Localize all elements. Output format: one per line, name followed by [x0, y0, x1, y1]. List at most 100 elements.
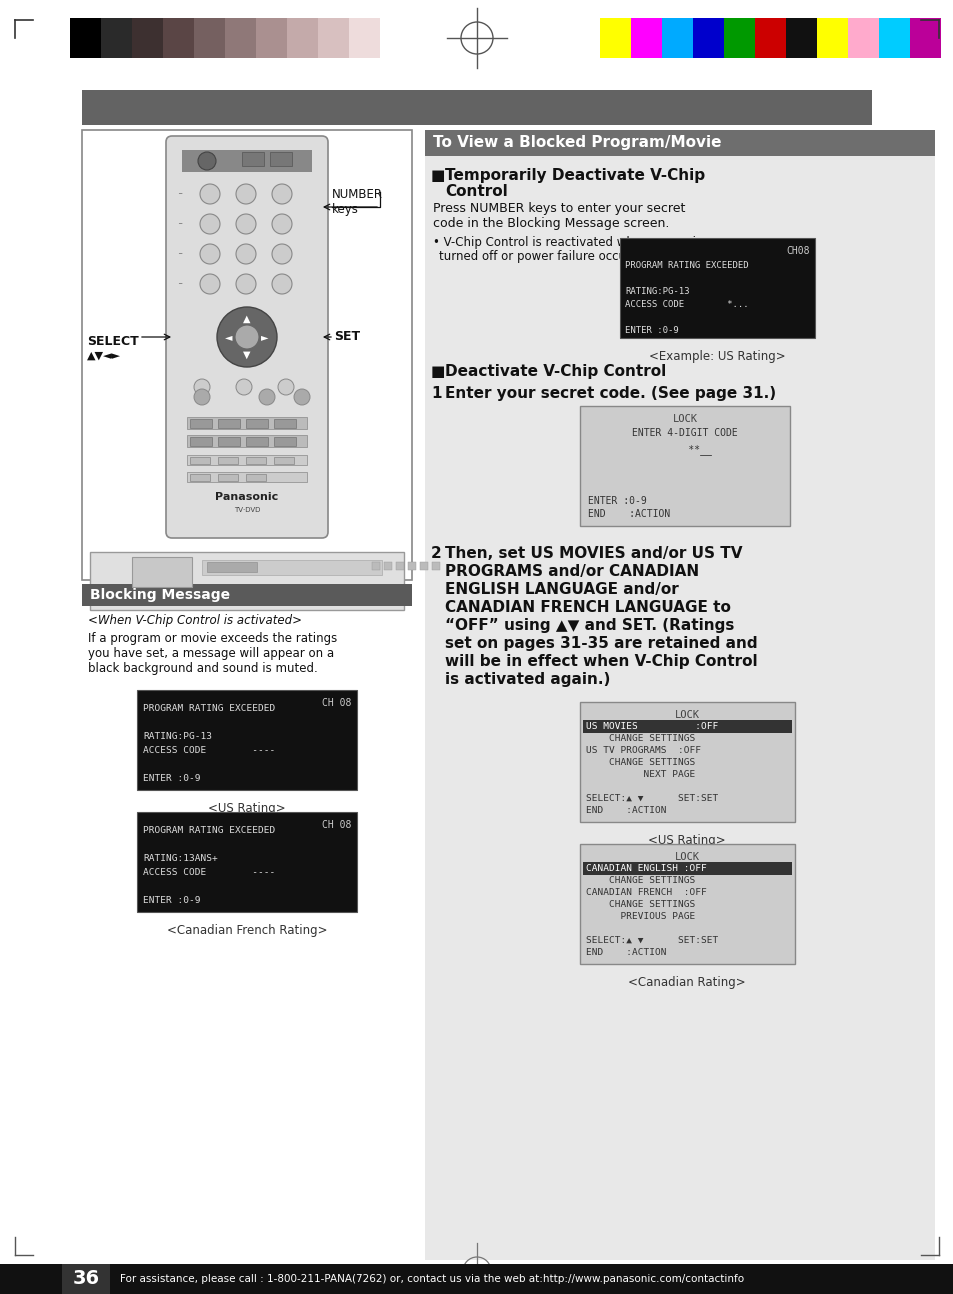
Bar [90, 553, 403, 609]
Circle shape [234, 325, 258, 349]
Bar [187, 435, 307, 446]
Text: CH 08: CH 08 [321, 697, 351, 708]
Text: <When V-Chip Control is activated>: <When V-Chip Control is activated> [88, 613, 302, 628]
Text: For assistance, please call : 1-800-211-PANA(7262) or, contact us via the web at: For assistance, please call : 1-800-211-… [120, 1275, 743, 1284]
Bar [878, 18, 909, 58]
Text: US TV PROGRAMS  :OFF: US TV PROGRAMS :OFF [585, 747, 700, 754]
Bar [190, 437, 212, 446]
Bar [424, 129, 934, 1260]
Bar [218, 457, 237, 465]
Bar [317, 18, 349, 58]
Bar [82, 129, 412, 580]
Text: <Example: US Rating>: <Example: US Rating> [648, 349, 784, 364]
Text: US MOVIES          :OFF: US MOVIES :OFF [585, 722, 718, 731]
Text: If a program or movie exceeds the ratings: If a program or movie exceeds the rating… [88, 631, 337, 644]
Circle shape [272, 274, 292, 294]
Circle shape [272, 214, 292, 234]
Bar [579, 406, 789, 525]
Circle shape [235, 245, 255, 264]
Text: ▲: ▲ [243, 314, 251, 324]
Text: END    :ACTION: END :ACTION [585, 806, 666, 815]
Bar [599, 18, 630, 58]
Text: “OFF” using ▲▼ and SET. (Ratings: “OFF” using ▲▼ and SET. (Ratings [444, 619, 734, 633]
Text: LOCK: LOCK [674, 851, 699, 862]
Text: NUMBER
keys: NUMBER keys [332, 188, 382, 216]
Text: Control: Control [444, 184, 507, 199]
Circle shape [235, 379, 252, 395]
Bar [246, 437, 268, 446]
Text: ENTER 4-DIGIT CODE: ENTER 4-DIGIT CODE [632, 428, 737, 437]
Text: black background and sound is muted.: black background and sound is muted. [88, 663, 317, 675]
Text: CH08: CH08 [785, 246, 809, 256]
Circle shape [200, 214, 220, 234]
Bar [661, 18, 692, 58]
Text: ◄: ◄ [225, 333, 233, 342]
Circle shape [200, 274, 220, 294]
Bar [187, 472, 307, 481]
Bar [190, 474, 210, 481]
Bar [218, 419, 240, 428]
Bar [909, 18, 940, 58]
Text: Press NUMBER keys to enter your secret: Press NUMBER keys to enter your secret [433, 202, 684, 215]
Bar [582, 719, 791, 732]
Text: ─: ─ [178, 192, 181, 197]
Text: CANADIAN FRENCH LANGUAGE to: CANADIAN FRENCH LANGUAGE to [444, 600, 730, 615]
Bar [692, 18, 723, 58]
Bar [242, 151, 264, 166]
Bar [379, 18, 411, 58]
Circle shape [200, 184, 220, 204]
Text: LOCK: LOCK [674, 710, 699, 719]
Text: RATING:PG-13: RATING:PG-13 [143, 732, 212, 741]
Circle shape [198, 151, 215, 170]
Bar [225, 18, 255, 58]
Text: <Canadian Rating>: <Canadian Rating> [627, 976, 745, 989]
Bar [82, 584, 412, 606]
Text: END    :ACTION: END :ACTION [587, 509, 670, 519]
Bar [408, 562, 416, 569]
Bar [190, 457, 210, 465]
Text: ▲▼◄►: ▲▼◄► [87, 351, 121, 361]
Text: • V-Chip Control is reactivated when power is: • V-Chip Control is reactivated when pow… [433, 236, 701, 248]
Text: PROGRAMS and/or CANADIAN: PROGRAMS and/or CANADIAN [444, 564, 699, 578]
Bar [847, 18, 878, 58]
Bar [137, 813, 356, 912]
Bar [255, 18, 287, 58]
Bar [246, 474, 266, 481]
Text: ENTER :0-9: ENTER :0-9 [624, 326, 678, 335]
Text: PREVIOUS PAGE: PREVIOUS PAGE [585, 912, 695, 921]
Text: SELECT:▲ ▼      SET:SET: SELECT:▲ ▼ SET:SET [585, 936, 718, 945]
Circle shape [235, 274, 255, 294]
Bar [132, 18, 163, 58]
Circle shape [235, 184, 255, 204]
Text: Deactivate V-Chip Control: Deactivate V-Chip Control [444, 364, 665, 379]
Text: To View a Blocked Program/Movie: To View a Blocked Program/Movie [433, 136, 720, 150]
Bar [182, 150, 312, 172]
Text: LOCK: LOCK [672, 414, 697, 424]
Text: code in the Blocking Message screen.: code in the Blocking Message screen. [433, 217, 669, 230]
Text: you have set, a message will appear on a: you have set, a message will appear on a [88, 647, 334, 660]
Text: SELECT: SELECT [87, 335, 138, 348]
Text: Enter your secret code. (See page 31.): Enter your secret code. (See page 31.) [444, 386, 776, 401]
Bar [723, 18, 754, 58]
Bar [274, 457, 294, 465]
Text: ENTER :0-9: ENTER :0-9 [143, 774, 200, 783]
Text: is activated again.): is activated again.) [444, 672, 610, 687]
Bar [372, 562, 379, 569]
Bar [0, 1264, 953, 1294]
Text: ─: ─ [178, 221, 181, 226]
Text: Blocking Message: Blocking Message [90, 587, 230, 602]
Text: CH 08: CH 08 [321, 820, 351, 829]
Circle shape [294, 389, 310, 405]
Text: ACCESS CODE        *...: ACCESS CODE *... [624, 300, 748, 309]
Bar [137, 690, 356, 791]
Bar [246, 419, 268, 428]
Text: set on pages 31-35 are retained and: set on pages 31-35 are retained and [444, 635, 757, 651]
Circle shape [216, 307, 276, 367]
Text: PROGRAM RATING EXCEEDED: PROGRAM RATING EXCEEDED [143, 826, 275, 835]
Text: RATING:13ANS+: RATING:13ANS+ [143, 854, 217, 863]
Text: PROGRAM RATING EXCEEDED: PROGRAM RATING EXCEEDED [143, 704, 275, 713]
Circle shape [277, 379, 294, 395]
Text: Panasonic: Panasonic [215, 492, 278, 502]
Bar [246, 457, 266, 465]
Bar [193, 18, 225, 58]
